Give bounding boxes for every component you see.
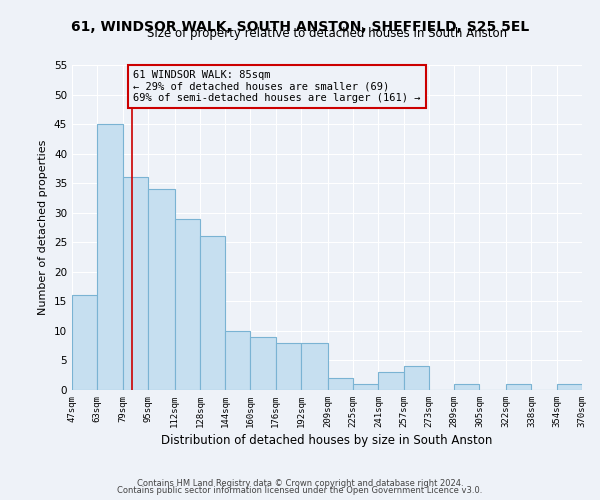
Title: Size of property relative to detached houses in South Anston: Size of property relative to detached ho… (147, 27, 507, 40)
Text: 61 WINDSOR WALK: 85sqm
← 29% of detached houses are smaller (69)
69% of semi-det: 61 WINDSOR WALK: 85sqm ← 29% of detached… (133, 70, 421, 103)
Bar (454, 384, 479, 390)
Bar (122, 178, 148, 390)
Text: 61, WINDSOR WALK, SOUTH ANSTON, SHEFFIELD, S25 5EL: 61, WINDSOR WALK, SOUTH ANSTON, SHEFFIEL… (71, 20, 529, 34)
Y-axis label: Number of detached properties: Number of detached properties (38, 140, 49, 315)
Bar (506, 384, 532, 390)
Bar (557, 384, 582, 390)
Bar (379, 372, 404, 390)
Text: Contains public sector information licensed under the Open Government Licence v3: Contains public sector information licen… (118, 486, 482, 495)
Bar (200, 236, 225, 390)
Text: Contains HM Land Registry data © Crown copyright and database right 2024.: Contains HM Land Registry data © Crown c… (137, 478, 463, 488)
Bar (225, 331, 250, 390)
Bar (97, 124, 122, 390)
Bar (353, 384, 379, 390)
Bar (404, 366, 429, 390)
X-axis label: Distribution of detached houses by size in South Anston: Distribution of detached houses by size … (161, 434, 493, 447)
Bar (72, 296, 97, 390)
Bar (148, 189, 175, 390)
Bar (328, 378, 353, 390)
Bar (250, 337, 275, 390)
Bar (175, 218, 200, 390)
Bar (301, 342, 328, 390)
Bar (275, 342, 301, 390)
